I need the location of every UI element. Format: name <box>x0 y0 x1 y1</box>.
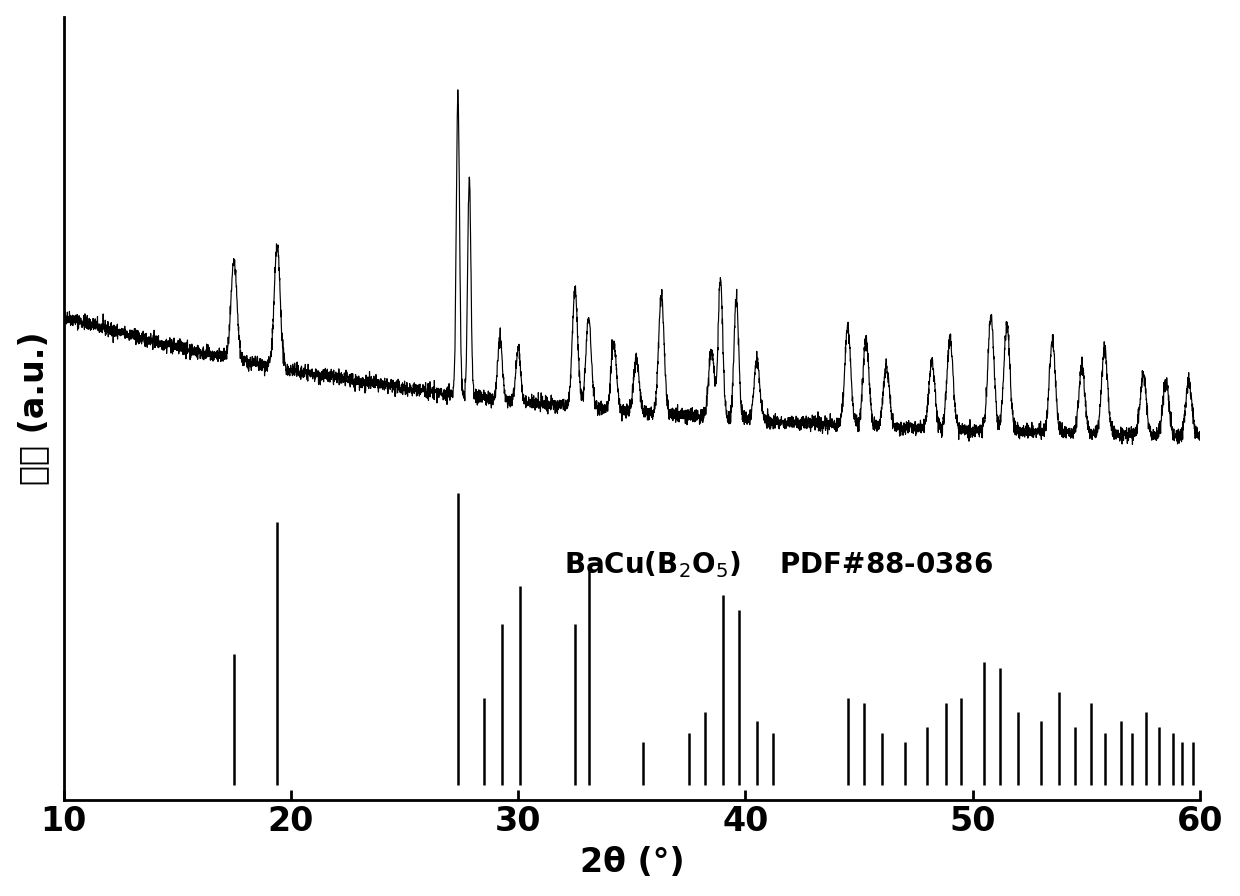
Y-axis label: 强度 (a.u.): 强度 (a.u.) <box>16 332 50 486</box>
Text: BaCu(B$_2$O$_5$)    PDF#88-0386: BaCu(B$_2$O$_5$) PDF#88-0386 <box>564 550 993 581</box>
X-axis label: 2θ (°): 2θ (°) <box>579 847 684 879</box>
